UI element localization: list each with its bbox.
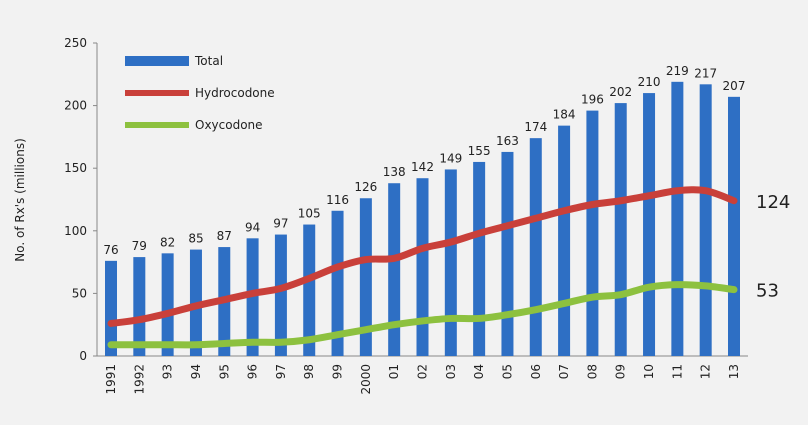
bar-total: [444, 169, 457, 356]
x-tick-label: 96: [246, 364, 260, 379]
data-label-total: 85: [188, 232, 203, 246]
x-tick-label: 03: [444, 364, 458, 379]
x-tick-label: 04: [472, 364, 486, 379]
data-label-total: 138: [383, 165, 406, 179]
bar-total: [331, 210, 344, 356]
end-label-oxycodone: 53: [756, 281, 779, 302]
bar-total: [643, 93, 656, 356]
data-label-total: 105: [298, 207, 321, 221]
data-label-total: 174: [524, 120, 547, 134]
bar-total: [416, 178, 429, 356]
y-axis-label: No. of Rx's (millions): [13, 138, 27, 262]
data-label-total: 142: [411, 160, 434, 174]
bar-total: [529, 138, 542, 356]
end-label-hydrocodone: 124: [756, 192, 790, 213]
x-tick-label: 06: [529, 364, 543, 379]
bar-total: [558, 125, 571, 356]
data-label-total: 207: [723, 79, 746, 93]
x-tick-label: 07: [557, 364, 571, 379]
y-tick-label: 250: [64, 36, 87, 50]
bar-total: [671, 81, 684, 356]
x-tick-label: 05: [500, 364, 514, 379]
bar-total: [728, 96, 740, 356]
data-label-total: 217: [694, 66, 717, 80]
x-tick-label: 98: [302, 364, 316, 379]
data-label-total: 184: [553, 108, 576, 122]
line-hydrocodone: [107, 186, 738, 327]
bar-total: [614, 103, 627, 356]
y-tick-label: 200: [64, 99, 87, 113]
data-label-total: 149: [439, 151, 462, 165]
data-label-total: 87: [217, 229, 232, 243]
legend-label-total: Total: [194, 54, 223, 68]
bar-total: [388, 183, 401, 356]
data-label-total: 97: [273, 217, 288, 231]
data-label-total: 116: [326, 193, 349, 207]
x-tick-label: 11: [670, 364, 684, 379]
data-label-total: 155: [468, 144, 491, 158]
x-tick-label: 12: [699, 364, 713, 379]
bar-total: [473, 161, 486, 356]
data-label-total: 76: [103, 243, 118, 257]
bar-total: [133, 257, 146, 356]
legend-swatch-total: [125, 56, 189, 66]
data-label-total: 94: [245, 220, 260, 234]
bar-total: [359, 198, 372, 356]
bar-total: [303, 224, 316, 356]
x-tick-label: 94: [189, 364, 203, 379]
data-label-total: 126: [354, 180, 377, 194]
x-tick-label: 2000: [359, 364, 373, 395]
data-label-total: 202: [609, 85, 632, 99]
x-tick-label: 13: [727, 364, 741, 379]
y-tick-label: 150: [64, 161, 87, 175]
bar-total: [105, 260, 117, 356]
x-tick-label: 99: [331, 364, 345, 379]
bar-total: [274, 234, 287, 356]
legend-label-hydrocodone: Hydrocodone: [195, 86, 275, 100]
x-tick-label: 09: [614, 364, 628, 379]
x-tick-label: 01: [387, 364, 401, 379]
y-tick-label: 0: [79, 349, 87, 363]
x-tick-label: 1991: [104, 364, 118, 395]
x-tick-label: 93: [161, 364, 175, 379]
x-tick-label: 08: [585, 364, 599, 379]
bar-total: [586, 110, 599, 356]
data-label-total: 163: [496, 134, 519, 148]
data-label-total: 82: [160, 235, 175, 249]
y-tick-label: 100: [64, 224, 87, 238]
x-tick-label: 95: [217, 364, 231, 379]
bar-total: [501, 151, 514, 356]
legend-label-oxycodone: Oxycodone: [195, 118, 263, 132]
data-label-total: 210: [638, 75, 661, 89]
y-tick-label: 50: [72, 286, 87, 300]
bar-total: [161, 253, 174, 356]
line-oxycodone: [107, 281, 738, 349]
x-tick-label: 02: [416, 364, 430, 379]
x-tick-label: 10: [642, 364, 656, 379]
bar-total: [246, 238, 259, 356]
data-label-total: 79: [132, 239, 147, 253]
x-tick-label: 97: [274, 364, 288, 379]
x-tick-label: 1992: [132, 364, 146, 395]
bar-total: [699, 84, 712, 356]
data-label-total: 219: [666, 64, 689, 78]
data-label-total: 196: [581, 93, 604, 107]
